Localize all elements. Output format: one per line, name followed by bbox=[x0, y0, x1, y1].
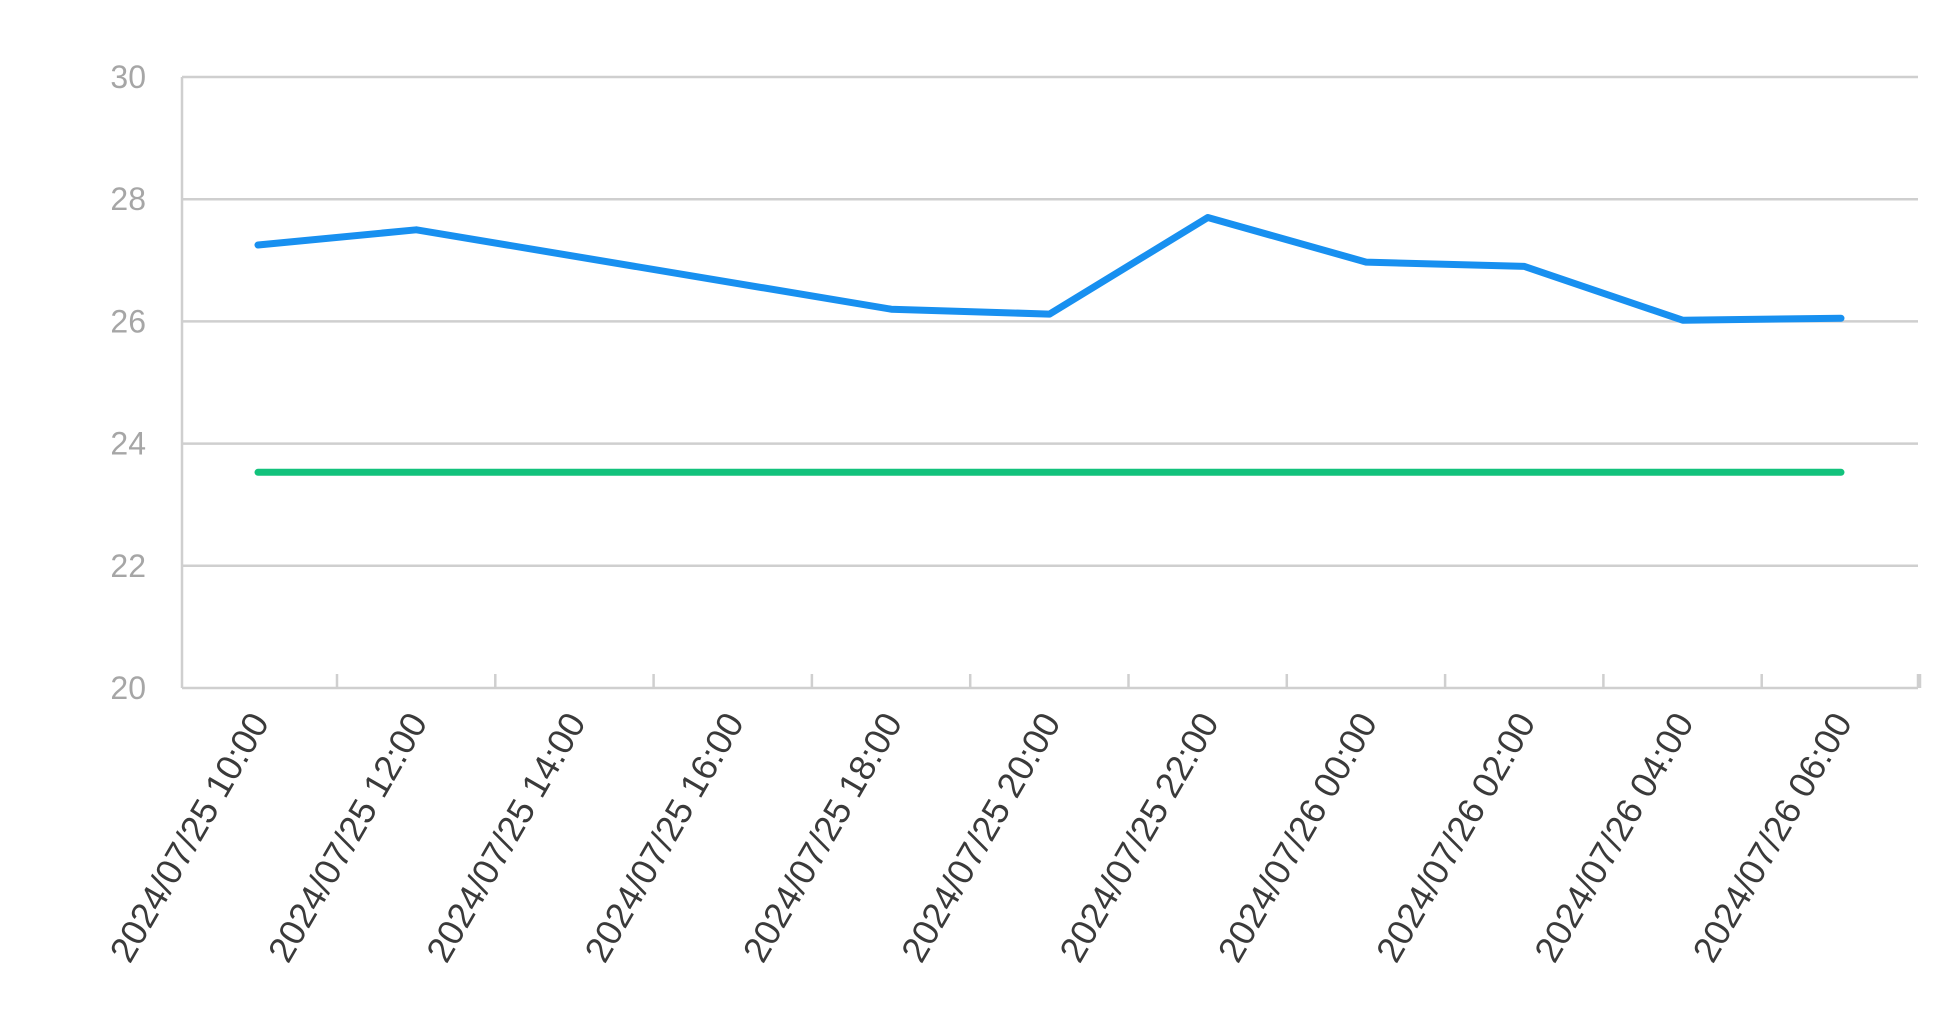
y-tick-label: 30 bbox=[110, 59, 146, 95]
x-tick-label: 2024/07/26 06:00 bbox=[1684, 706, 1860, 969]
x-tick-label: 2024/07/25 12:00 bbox=[260, 706, 436, 969]
axis-layer bbox=[180, 77, 1922, 690]
y-tick-label: 26 bbox=[110, 303, 146, 339]
x-tick-label: 2024/07/25 10:00 bbox=[101, 706, 277, 969]
series-line-1 bbox=[254, 214, 1845, 324]
x-tick-label: 2024/07/25 20:00 bbox=[893, 706, 1069, 969]
x-tick-label: 2024/07/26 04:00 bbox=[1526, 706, 1702, 969]
y-tick-label: 24 bbox=[110, 426, 146, 462]
series-layer bbox=[254, 214, 1845, 476]
x-tick-label: 2024/07/25 14:00 bbox=[418, 706, 594, 969]
y-tick-label: 20 bbox=[110, 670, 146, 706]
x-tick-label: 2024/07/26 02:00 bbox=[1368, 706, 1544, 969]
x-tick-label: 2024/07/26 00:00 bbox=[1209, 706, 1385, 969]
x-tick-label: 2024/07/25 18:00 bbox=[734, 705, 910, 968]
y-tick-label: 28 bbox=[110, 181, 146, 217]
grid-layer bbox=[182, 75, 1918, 568]
x-tick-label: 2024/07/25 22:00 bbox=[1051, 706, 1227, 969]
x-tick-label: 2024/07/25 16:00 bbox=[576, 706, 752, 969]
y-tick-label: 22 bbox=[110, 548, 146, 584]
